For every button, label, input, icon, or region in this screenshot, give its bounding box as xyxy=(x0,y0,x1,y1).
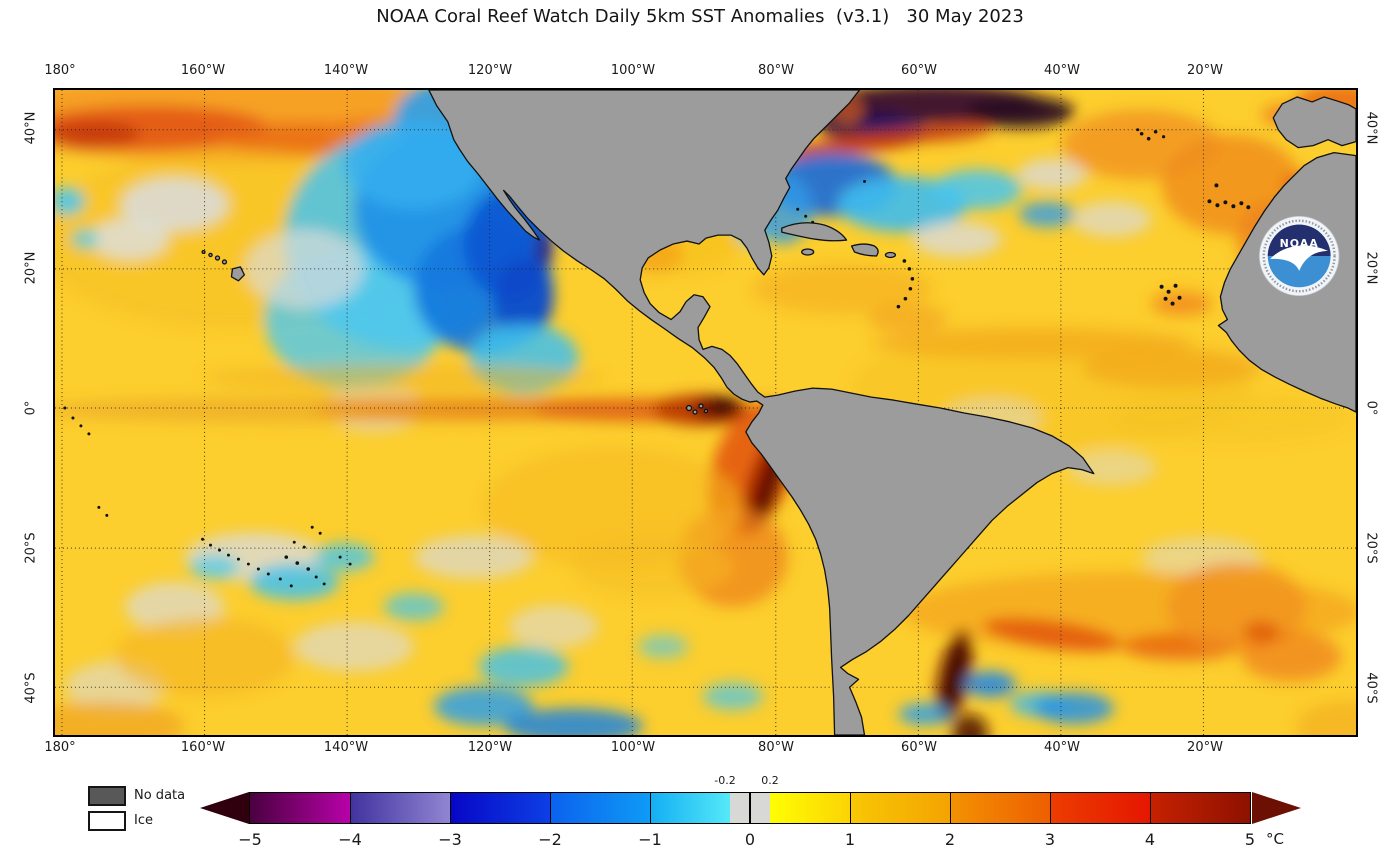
colorbar xyxy=(249,792,1251,824)
iberia xyxy=(1272,96,1356,149)
colorbar-segment xyxy=(1150,793,1250,823)
colorbar-tick: −4 xyxy=(338,830,362,849)
lon-label: 160°W xyxy=(180,740,226,755)
ice-label: Ice xyxy=(134,813,153,828)
colorbar-tick: −5 xyxy=(238,830,262,849)
lat-label: 20°S xyxy=(1363,532,1379,564)
lon-label: 40°W xyxy=(1044,63,1080,78)
no-data-swatch xyxy=(88,786,126,806)
noaa-logo-text-ring xyxy=(1262,219,1336,293)
lon-label: 180° xyxy=(44,63,76,78)
island-specks xyxy=(63,128,1251,588)
lat-label: 0° xyxy=(23,400,39,416)
lon-label: 100°W xyxy=(610,740,656,755)
lon-label: 180° xyxy=(44,740,76,755)
colorbar-tick: 5 xyxy=(1244,830,1256,849)
americas-landmass xyxy=(428,90,1095,735)
colorbar-segment xyxy=(950,793,1050,823)
galapagos xyxy=(685,404,693,412)
land-masses xyxy=(201,90,1356,735)
colorbar-segment xyxy=(850,793,950,823)
lat-label: 40°N xyxy=(23,111,39,145)
colorbar-segment xyxy=(770,793,850,823)
lon-label: 60°W xyxy=(901,740,937,755)
noaa-logo: NOAA xyxy=(1258,215,1340,297)
colorbar-segment xyxy=(350,793,450,823)
ice-swatch xyxy=(88,811,126,831)
colorbar-tick: −1 xyxy=(638,830,662,849)
colorbar-tick: 1 xyxy=(844,830,856,849)
threshold-label-neg: -0.2 xyxy=(714,774,736,787)
noaa-logo-label: NOAA xyxy=(1280,237,1319,250)
colorbar-tick: −2 xyxy=(538,830,562,849)
lat-label: 20°N xyxy=(23,251,39,285)
lat-label: 40°N xyxy=(1363,111,1379,145)
sst-anomaly-map: NOAA xyxy=(53,88,1358,737)
lon-label: 20°W xyxy=(1187,740,1223,755)
lon-label: 160°W xyxy=(180,63,226,78)
no-data-label: No data xyxy=(134,788,186,803)
page-title: NOAA Coral Reef Watch Daily 5km SST Anom… xyxy=(376,6,1024,27)
colorbar-tick: 0 xyxy=(744,830,756,849)
lat-label: 40°S xyxy=(23,672,39,704)
colorbar-segment xyxy=(250,793,350,823)
lon-label: 120°W xyxy=(467,63,513,78)
lon-label: 40°W xyxy=(1044,740,1080,755)
lon-label: 80°W xyxy=(758,740,794,755)
lon-label: 80°W xyxy=(758,63,794,78)
lon-label: 120°W xyxy=(467,740,513,755)
colorbar-segment xyxy=(1050,793,1150,823)
hawaii xyxy=(230,266,246,282)
colorbar-segment xyxy=(450,793,550,823)
lat-label: 40°S xyxy=(1363,672,1379,704)
colorbar-right-arrow xyxy=(1252,792,1301,824)
lat-label: 0° xyxy=(1363,400,1379,416)
lon-label: 140°W xyxy=(323,740,369,755)
lat-label: 20°S xyxy=(23,532,39,564)
threshold-label-pos: 0.2 xyxy=(761,774,779,787)
colorbar-tick: 4 xyxy=(1144,830,1156,849)
hispaniola xyxy=(850,243,879,257)
colorbar-tick: −3 xyxy=(438,830,462,849)
colorbar-tick: 3 xyxy=(1044,830,1056,849)
colorbar-tick: 2 xyxy=(944,830,956,849)
colorbar-zero-segment xyxy=(730,793,770,823)
lon-label: 140°W xyxy=(323,63,369,78)
lon-label: 100°W xyxy=(610,63,656,78)
colorbar-segment xyxy=(650,793,730,823)
lon-label: 20°W xyxy=(1187,63,1223,78)
lon-label: 60°W xyxy=(901,63,937,78)
colorbar-segment xyxy=(550,793,650,823)
map-canvas: NOAA xyxy=(55,90,1356,735)
colorbar-unit-label: °C xyxy=(1266,830,1284,848)
lat-label: 20°N xyxy=(1363,251,1379,285)
noaa-seagull-icon xyxy=(1270,245,1329,271)
colorbar-left-arrow xyxy=(200,792,249,824)
